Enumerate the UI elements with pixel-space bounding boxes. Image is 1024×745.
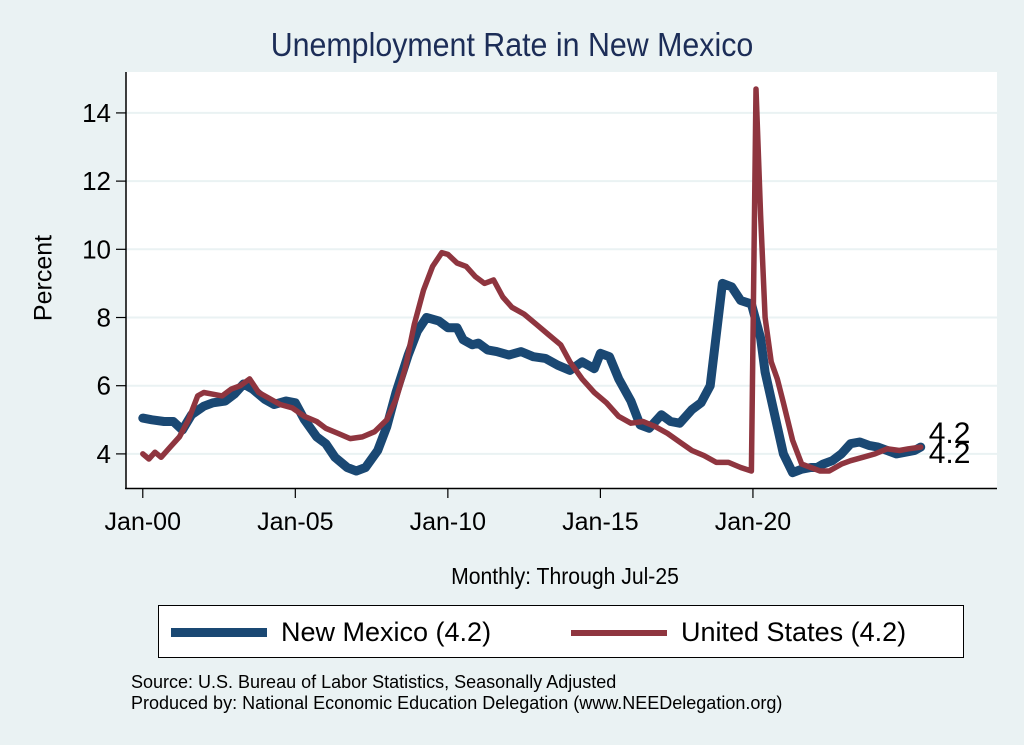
y-tick-label-14: 14 (82, 98, 111, 128)
x-axis-title: Monthly: Through Jul-25 (451, 563, 679, 589)
chart-svg: 4 6 8 10 12 14 Jan-00 Jan-05 Jan-10 Jan-15 Jan-20… (82, 72, 997, 536)
producer-note: Produced by: National Economic Education… (131, 693, 783, 713)
x-tick-label-2: Jan-10 (410, 508, 486, 536)
y-tick-label-6: 6 (97, 371, 111, 401)
y-tick-label-12: 12 (82, 166, 111, 196)
series-group (138, 86, 926, 478)
y-axis-ticks: 4 6 8 10 12 14 (82, 98, 126, 469)
end-labels: 4.24.2 (929, 417, 971, 470)
legend-swatch-united-states (571, 629, 667, 636)
x-tick-label-4: Jan-20 (715, 508, 791, 536)
y-tick-label-8: 8 (97, 303, 111, 333)
x-axis-ticks: Jan-00 Jan-05 Jan-10 Jan-15 Jan-20 (105, 488, 791, 536)
series-line-new-mexico (138, 278, 926, 478)
y-tick-label-10: 10 (82, 234, 111, 264)
x-tick-label-3: Jan-15 (562, 508, 638, 536)
end-label-new-mexico: 4.2 (929, 437, 971, 470)
y-tick-label-4: 4 (97, 439, 111, 469)
source-note: Source: U.S. Bureau of Labor Statistics,… (131, 672, 617, 692)
series-line-united-states (140, 86, 924, 474)
gridlines (126, 111, 997, 455)
legend-item-united-states: United States (4.2) (571, 606, 906, 659)
x-tick-label-0: Jan-00 (105, 508, 181, 536)
legend-swatch-new-mexico (171, 628, 267, 637)
chart-title: Unemployment Rate in New Mexico (270, 26, 754, 63)
x-tick-label-1: Jan-05 (257, 508, 333, 536)
legend: New Mexico (4.2) United States (4.2) (158, 605, 964, 658)
y-axis-title: Percent (29, 234, 58, 322)
legend-label-new-mexico: New Mexico (4.2) (281, 617, 492, 647)
end-label-united-states: 4.2 (929, 417, 971, 450)
chart-notes: Source: U.S. Bureau of Labor Statistics,… (131, 672, 782, 714)
plot-area (126, 72, 997, 488)
legend-item-new-mexico: New Mexico (4.2) (171, 606, 491, 659)
legend-label-united-states: United States (4.2) (681, 617, 907, 647)
